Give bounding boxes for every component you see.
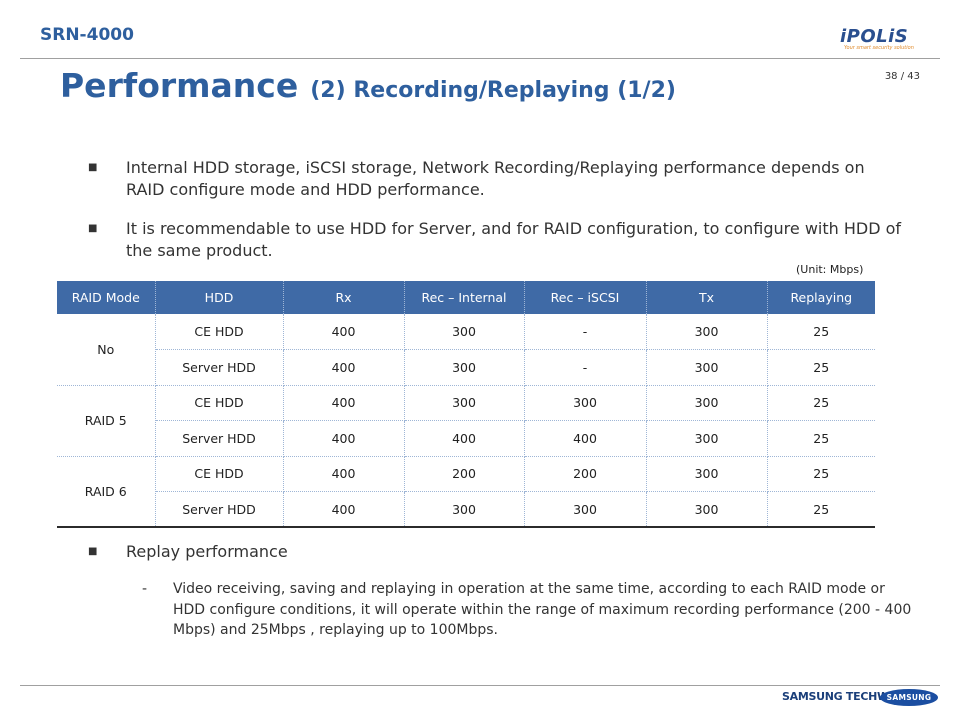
table-cell: -: [524, 314, 647, 350]
table-cell: 25: [767, 314, 875, 350]
bullet-text: It is recommendable to use HDD for Serve…: [126, 219, 902, 260]
table-cell: 300: [524, 491, 647, 528]
table-cell: 300: [404, 314, 525, 350]
bullet-item: ■ Replay performance: [88, 541, 908, 563]
table-row: RAID 5 CE HDD 400 300 300 300 25: [57, 385, 875, 457]
bullet-square-icon: ■: [88, 546, 98, 557]
table-row: No CE HDD 400 300 - 300 25: [57, 314, 875, 386]
table-cell: CE HDD: [155, 385, 284, 421]
column-header: Rec – iSCSI: [524, 281, 647, 314]
table-row: Server HDD 400 300 300 300 25: [57, 491, 875, 528]
raid-mode-cell: RAID 6: [57, 456, 156, 528]
table-cell: 300: [646, 349, 768, 386]
bullet-text: Replay performance: [126, 542, 288, 561]
column-header: HDD: [155, 281, 284, 314]
table-cell: 300: [404, 349, 525, 386]
samsung-logo: SAMSUNG: [880, 689, 938, 706]
column-header: Replaying: [767, 281, 875, 314]
raid-mode-cell: RAID 5: [57, 385, 156, 457]
table-cell: 400: [404, 420, 525, 457]
column-header: Rx: [283, 281, 405, 314]
dash-marker: -: [142, 581, 148, 597]
table-cell: 25: [767, 349, 875, 386]
table-cell: 300: [524, 385, 647, 421]
table-cell: 300: [646, 314, 768, 350]
bullet-item: ■ Internal HDD storage, iSCSI storage, N…: [88, 157, 908, 201]
logo-tagline: Your smart security solution: [844, 45, 914, 51]
table-cell: 400: [283, 491, 405, 528]
table-cell: 400: [283, 420, 405, 457]
table-cell: Server HDD: [155, 491, 284, 528]
table-row: RAID 6 CE HDD 400 200 200 300 25: [57, 456, 875, 528]
performance-table: RAID Mode HDD Rx Rec – Internal Rec – iS…: [57, 281, 875, 528]
table-cell: 400: [283, 456, 405, 492]
table-cell: 300: [404, 385, 525, 421]
table-cell: 25: [767, 420, 875, 457]
slide-title: Performance (2) Recording/Replaying (1/2): [60, 66, 676, 105]
table-cell: 400: [283, 349, 405, 386]
table-cell: 300: [646, 420, 768, 457]
title-sub: (2) Recording/Replaying (1/2): [310, 78, 676, 103]
raid-mode-cell: No: [57, 314, 156, 386]
column-header: Tx: [646, 281, 768, 314]
header-divider: [20, 58, 940, 59]
table-cell: Server HDD: [155, 420, 284, 457]
bullet-square-icon: ■: [88, 162, 98, 173]
table-header-row: RAID Mode HDD Rx Rec – Internal Rec – iS…: [57, 281, 875, 314]
bullet-text: Internal HDD storage, iSCSI storage, Net…: [126, 158, 865, 199]
table-row: Server HDD 400 300 - 300 25: [57, 349, 875, 386]
table-cell: 25: [767, 456, 875, 492]
title-main: Performance: [60, 66, 299, 105]
bullet-item: ■ It is recommendable to use HDD for Ser…: [88, 218, 908, 262]
table-cell: 25: [767, 491, 875, 528]
table-cell: 400: [524, 420, 647, 457]
column-header: Rec – Internal: [404, 281, 525, 314]
logo-text: iPOLiS: [840, 26, 909, 47]
table-cell: 300: [404, 491, 525, 528]
table-cell: 200: [404, 456, 525, 492]
model-name: SRN-4000: [40, 25, 134, 45]
table-cell: -: [524, 349, 647, 386]
table-cell: Server HDD: [155, 349, 284, 386]
column-header: RAID Mode: [57, 281, 156, 314]
table-cell: 200: [524, 456, 647, 492]
page-number: 38 / 43: [884, 71, 920, 82]
table-cell: 25: [767, 385, 875, 421]
sub-bullet-item: - Video receiving, saving and replaying …: [142, 579, 912, 641]
footer-divider: [20, 685, 940, 686]
unit-note: (Unit: Mbps): [796, 263, 864, 276]
table-cell: 300: [646, 456, 768, 492]
table-cell: 400: [283, 385, 405, 421]
table-cell: CE HDD: [155, 456, 284, 492]
sub-bullet-text: Video receiving, saving and replaying in…: [173, 581, 912, 638]
table-cell: 400: [283, 314, 405, 350]
table-cell: CE HDD: [155, 314, 284, 350]
table-cell: 300: [646, 491, 768, 528]
bullet-square-icon: ■: [88, 223, 98, 234]
footer-brand: SAMSUNG TECHWIN: [782, 690, 902, 703]
table-cell: 300: [646, 385, 768, 421]
ipolis-logo: iPOLiS Your smart security solution: [840, 26, 930, 54]
table-row: Server HDD 400 400 400 300 25: [57, 420, 875, 457]
